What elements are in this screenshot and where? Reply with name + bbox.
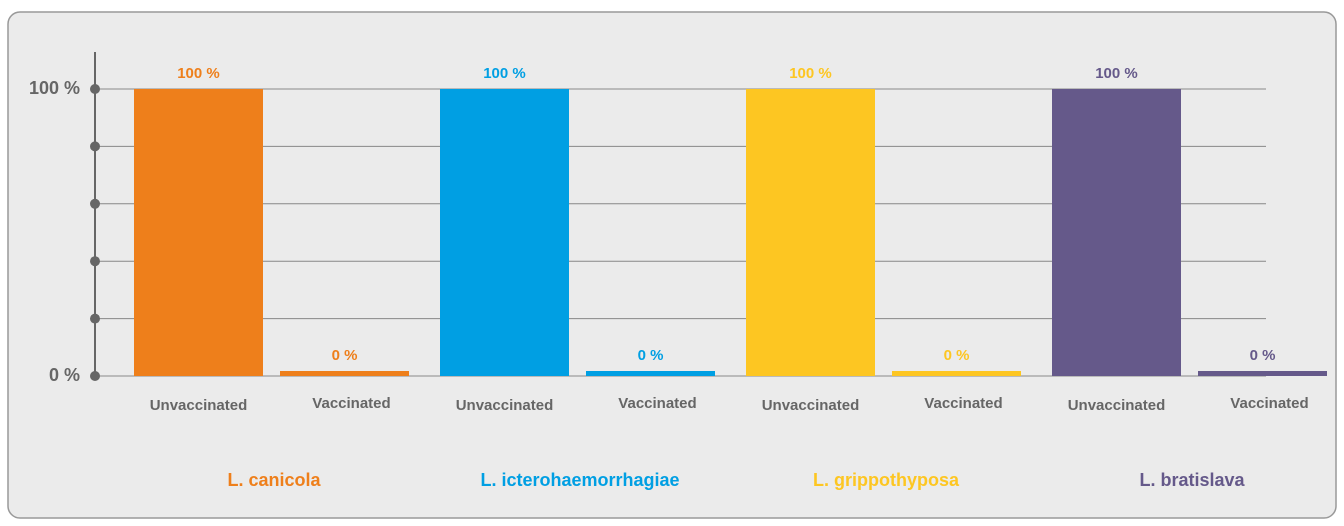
chart-frame (7, 11, 1337, 519)
group-label: L. bratislava (1139, 470, 1245, 490)
value-label: 100 % (789, 65, 832, 82)
tick-dot (90, 256, 100, 267)
x-tick-label: Unvaccinated (150, 397, 248, 414)
bar (440, 89, 569, 376)
y-tick-label: 0 % (49, 365, 80, 385)
bar (134, 89, 263, 376)
value-label: 0 % (638, 347, 664, 364)
bar (1198, 371, 1327, 376)
bar (892, 371, 1021, 376)
bar (1052, 89, 1181, 376)
x-tick-label: Unvaccinated (762, 397, 860, 414)
tick-dot (90, 371, 100, 381)
tick-dot (90, 313, 100, 324)
value-label: 0 % (944, 347, 970, 364)
group-label: L. canicola (227, 470, 321, 490)
x-tick-label: Vaccinated (924, 395, 1002, 412)
y-tick-label: 100 % (29, 78, 80, 98)
x-tick-label: Unvaccinated (1068, 397, 1166, 414)
tick-dot (90, 141, 100, 152)
value-label: 100 % (177, 65, 220, 82)
bar (586, 371, 715, 376)
x-tick-label: Unvaccinated (456, 397, 554, 414)
tick-dot (90, 198, 100, 209)
value-label: 100 % (1095, 65, 1138, 82)
bar (746, 89, 875, 376)
value-label: 100 % (483, 65, 526, 82)
bar (280, 371, 409, 376)
x-tick-label: Vaccinated (618, 395, 696, 412)
tick-dot (90, 84, 100, 94)
value-label: 0 % (1250, 347, 1276, 364)
group-label: L. grippothyposa (813, 470, 960, 490)
x-tick-label: Vaccinated (312, 395, 390, 412)
group-label: L. icterohaemorrhagiae (480, 470, 679, 490)
x-tick-label: Vaccinated (1230, 395, 1308, 412)
value-label: 0 % (332, 347, 358, 364)
